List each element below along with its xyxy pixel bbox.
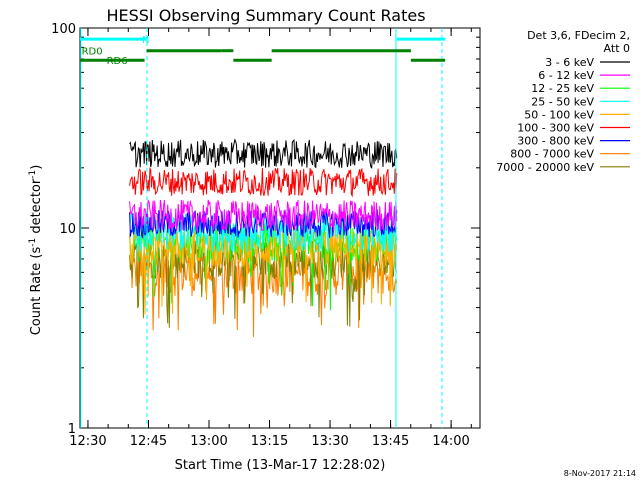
- legend-header-line-1: Det 3,6, FDecim 2,: [527, 29, 630, 42]
- series-line: [129, 199, 398, 232]
- y-axis-label-mid: detector: [29, 178, 44, 238]
- legend-label: 6 - 12 keV: [538, 69, 594, 82]
- x-tick-label: 14:00: [432, 434, 469, 449]
- legend-header-line-2: Att 0: [604, 42, 630, 55]
- flag-label: RD6: [107, 56, 128, 67]
- y-axis-label-main: Count Rate (s: [29, 247, 44, 336]
- legend-label: 800 - 7000 keV: [510, 148, 594, 161]
- y-axis-label: Count Rate (s-1 detector-1): [28, 165, 44, 336]
- x-tick-label: 12:45: [130, 434, 167, 449]
- x-tick-label: 13:30: [311, 434, 348, 449]
- y-axis-label-sup1: -1: [28, 238, 38, 247]
- legend-label: 300 - 800 keV: [517, 135, 594, 148]
- svg-text:Count Rate (s-1 detector-1): Count Rate (s-1 detector-1): [28, 165, 44, 336]
- series-line: [129, 167, 398, 198]
- series-line: [129, 226, 398, 315]
- legend-label: 100 - 300 keV: [517, 122, 594, 135]
- plot-area: 1 10 100 12:30 12:45 13:00 13:15 13:30 13:45 14:0…: [51, 22, 481, 449]
- series-line: [129, 208, 398, 239]
- legend-label: 25 - 50 keV: [531, 95, 594, 108]
- legend-label: 7000 - 20000 keV: [496, 161, 594, 174]
- legend-label: 3 - 6 keV: [545, 56, 594, 69]
- x-tick-label: 12:30: [69, 434, 106, 449]
- y-tick-label: 10: [59, 222, 76, 237]
- series-line: [129, 138, 398, 169]
- y-tick-label: 100: [51, 22, 76, 37]
- flag-label: RD0: [82, 47, 103, 58]
- legend-label: 50 - 100 keV: [524, 108, 594, 121]
- legend-label: 12 - 25 keV: [531, 82, 594, 95]
- x-tick-label: 13:00: [190, 434, 227, 449]
- flag-label: N: [142, 35, 149, 46]
- y-axis-label-end: ): [29, 165, 44, 170]
- x-tick-label: 13:45: [372, 434, 409, 449]
- y-axis-label-sup2: -1: [28, 170, 38, 179]
- x-axis-label: Start Time (13-Mar-17 12:28:02): [175, 458, 386, 473]
- x-tick-label: 13:15: [251, 434, 288, 449]
- chart-title: HESSI Observing Summary Count Rates: [106, 6, 425, 25]
- footer-timestamp: 8-Nov-2017 21:14: [564, 469, 636, 478]
- y-tick-label: 1: [68, 422, 76, 437]
